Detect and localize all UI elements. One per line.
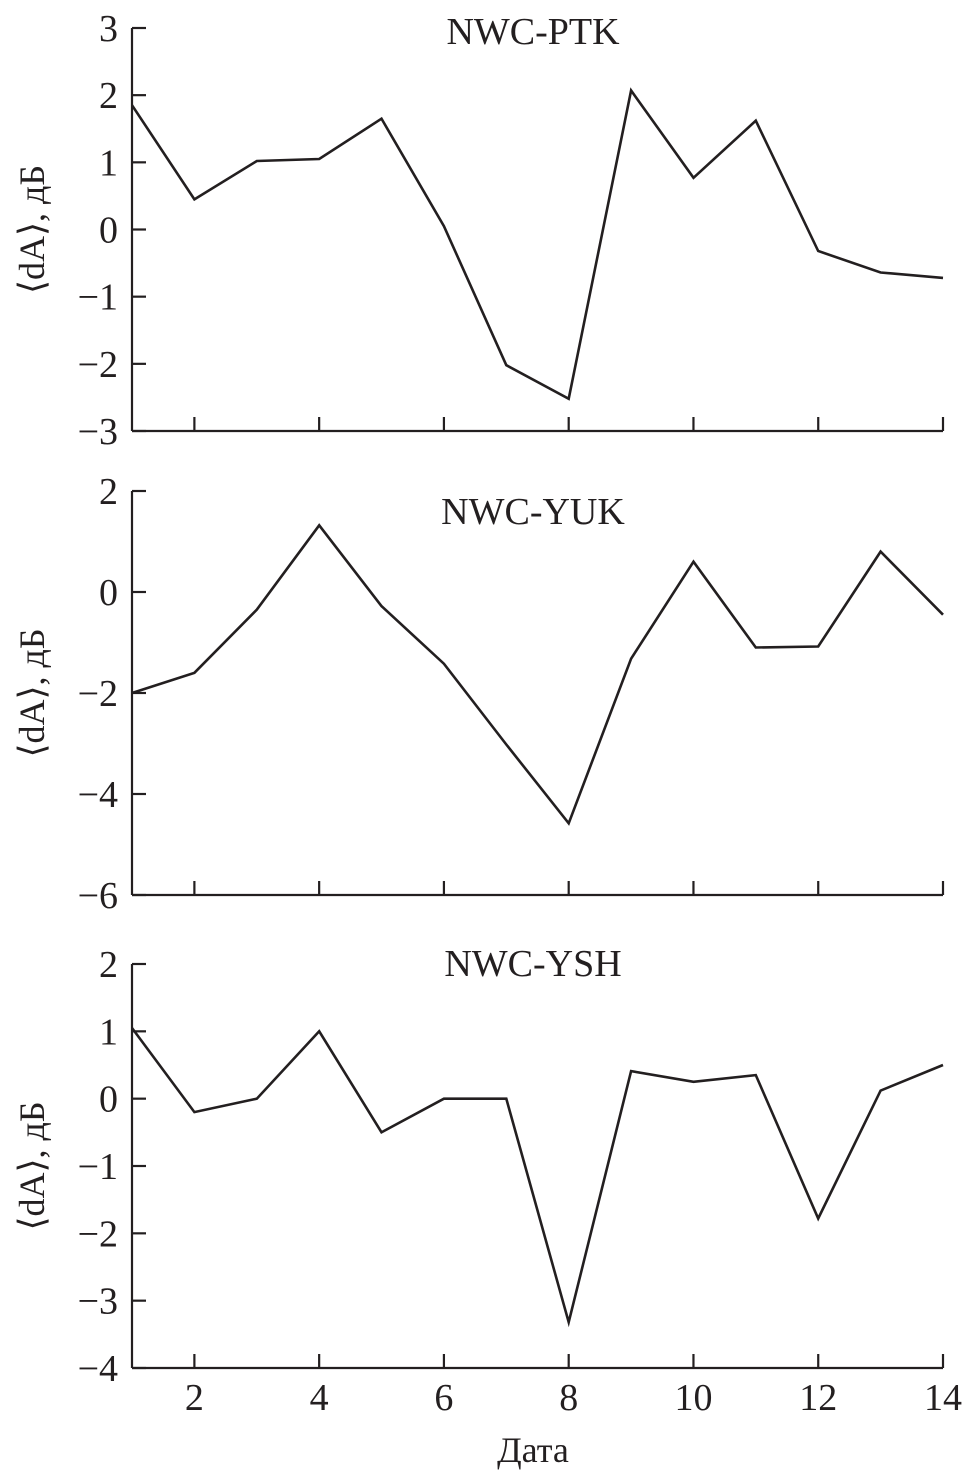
panel-title: NWC-YUK <box>441 491 625 533</box>
y-axis-label: ⟨dA⟩, дБ <box>12 628 52 757</box>
series-line <box>130 87 944 401</box>
chart-panel-2: 2 0 −2 −4 −6 NWC-YUK ⟨dA⟩, дБ <box>12 471 945 917</box>
x-tick-label: 8 <box>559 1377 578 1419</box>
y-tick-label: −1 <box>78 1146 118 1188</box>
y-tick-label: 3 <box>99 8 118 50</box>
x-tick-label: 4 <box>310 1377 329 1419</box>
y-tick-label: −6 <box>78 875 118 917</box>
series-line <box>131 523 944 826</box>
y-tick-label: −3 <box>78 411 118 453</box>
y-tick-label: 2 <box>99 75 118 117</box>
y-tick-label: 1 <box>99 142 118 184</box>
y-axis-label: ⟨dA⟩, дБ <box>12 165 52 294</box>
y-tick-label: −2 <box>78 344 118 386</box>
x-tick-label: 2 <box>185 1377 204 1419</box>
y-tick-label: 0 <box>99 572 118 614</box>
y-tick-label: 1 <box>99 1011 118 1053</box>
y-tick-label: −2 <box>78 1213 118 1255</box>
x-tick-label: 6 <box>434 1377 453 1419</box>
panel-title: NWC-YSH <box>444 943 621 985</box>
x-tick-label: 14 <box>924 1377 962 1419</box>
chart-panel-1: 3 2 1 0 −1 −2 −3 NWC-PTK ⟨dA⟩, дБ <box>12 8 945 453</box>
y-tick-label: 0 <box>99 1079 118 1121</box>
x-axis-label: Дата <box>497 1430 569 1470</box>
y-tick-label: −4 <box>78 1348 118 1390</box>
series-line <box>130 1027 944 1328</box>
y-tick-label: 0 <box>99 210 118 252</box>
y-tick-label: −2 <box>78 673 118 715</box>
y-tick-label: 2 <box>99 944 118 986</box>
x-tick-label: 10 <box>674 1377 712 1419</box>
panel-title: NWC-PTK <box>446 11 620 53</box>
y-tick-label: 2 <box>99 471 118 513</box>
y-tick-label: −3 <box>78 1281 118 1323</box>
x-tick-label: 12 <box>799 1377 837 1419</box>
y-axis-label: ⟨dA⟩, дБ <box>12 1101 52 1230</box>
y-tick-label: −4 <box>78 774 118 816</box>
y-tick-label: −1 <box>78 277 118 319</box>
